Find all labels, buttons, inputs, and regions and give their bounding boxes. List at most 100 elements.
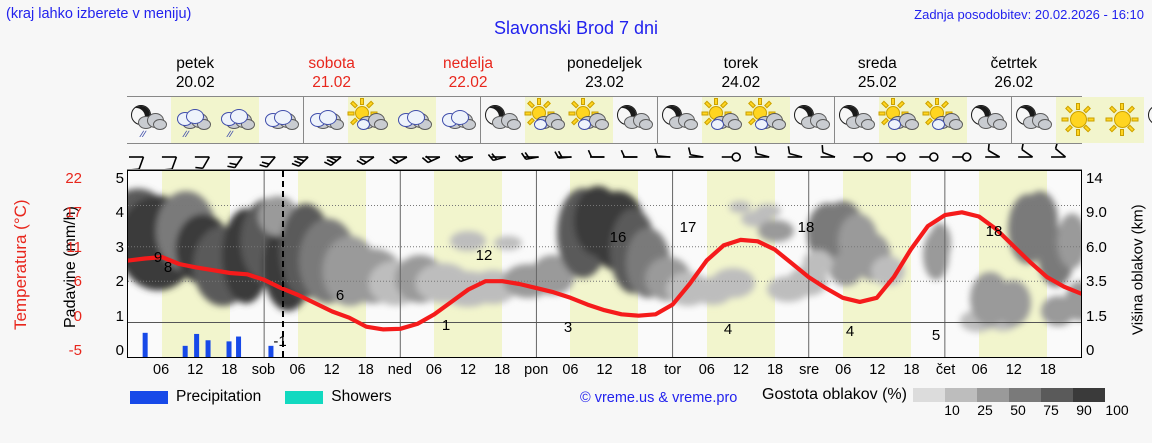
cloud-shape	[711, 119, 724, 130]
moon-cloud-icon	[481, 100, 525, 140]
copyright-text[interactable]: © vreme.us & vreme.pro	[580, 390, 738, 406]
axis-tick-label: 2	[115, 273, 124, 291]
precipitation-bar	[142, 332, 148, 357]
axis-tick-label: -5	[68, 342, 82, 359]
cloud-shape	[578, 119, 591, 130]
gridlines	[128, 171, 1081, 357]
weather-icon-cell	[1144, 97, 1152, 143]
sun-ray	[714, 98, 718, 105]
weather-icon-cell	[259, 97, 303, 143]
page-title: Slavonski Brod 7 dni	[493, 18, 659, 38]
cloud-shape	[755, 119, 768, 130]
weather-icon-cell	[392, 97, 436, 143]
hour-tick-label: 12	[187, 362, 204, 378]
sun-ray	[1120, 102, 1124, 110]
cloud-density-swatch	[944, 388, 977, 402]
precipitation-bar	[194, 333, 200, 357]
axis-tick-label: 1	[115, 307, 124, 325]
sun-ray	[935, 98, 939, 105]
hour-tick-label: 18	[494, 362, 511, 378]
hour-tick-label: čet	[935, 362, 956, 378]
cloud-shape	[728, 119, 742, 130]
sun-cloud-icon	[524, 98, 569, 140]
sun-ray	[1087, 117, 1095, 121]
weather-icon-cell: ∕∕	[127, 97, 171, 143]
cloud-density-layer	[128, 186, 1081, 332]
axis-tick-label: 14	[1086, 170, 1103, 187]
precipitation-legend-label: Precipitation	[176, 388, 262, 405]
cloud-height-tick-labels: 14 9.0 6.0 3.5 1.5 0	[1086, 165, 1136, 365]
weather-icon-cell	[568, 97, 613, 143]
precipitation-bars	[142, 332, 274, 357]
cloud-shape	[993, 119, 1007, 130]
weather-icon-cell	[1056, 97, 1100, 143]
weather-icon-cell	[1011, 97, 1056, 143]
hour-tick-label: 06	[562, 362, 579, 378]
axis-tick-label: 22	[65, 170, 82, 187]
hour-tick-label: 06	[425, 362, 443, 378]
precipitation-tick-labels: 5 4 3 2 1 0	[84, 165, 124, 365]
cloud-shape	[888, 119, 901, 130]
cloud-shape	[932, 119, 945, 130]
precipitation-swatch	[130, 390, 168, 404]
hour-tick-label: sob	[251, 362, 276, 378]
temp-value-label: 4	[845, 323, 855, 340]
sun-cloud-icon	[701, 98, 746, 140]
day-date: 20.02	[175, 74, 215, 91]
day-date: 22.02	[448, 74, 488, 91]
sun-ray	[581, 98, 585, 105]
sun-icon	[1100, 100, 1144, 140]
hour-tick-label: sre	[799, 362, 820, 378]
moon-cloud-icon	[790, 100, 834, 140]
axis-tick-label: 1.5	[1086, 307, 1107, 325]
day-header-row: petek 20.02 sobota 21.02 nedelja 22.02 ponedel…	[127, 52, 1082, 94]
cloud-shape	[1038, 119, 1052, 130]
weather-icon-cell	[613, 97, 657, 143]
temp-value-label: -1	[273, 333, 287, 350]
sun-cloud-icon	[922, 98, 967, 140]
temp-value-label: 8	[163, 259, 173, 276]
sun-ray	[360, 98, 364, 105]
sun-ray	[1076, 128, 1080, 136]
precipitation-bar	[182, 345, 188, 357]
cloud-density-swatch	[1040, 388, 1073, 402]
weather-icon-cell	[967, 97, 1011, 143]
temp-value-label: 12	[475, 247, 493, 264]
sun-ray	[758, 98, 762, 105]
cloud-density-swatch	[1072, 388, 1105, 402]
axis-tick-label: 6	[73, 273, 82, 291]
time-band	[468, 171, 503, 357]
cloud-icon	[436, 100, 480, 140]
cloud-shape	[197, 119, 211, 130]
time-band	[740, 171, 775, 357]
cloud-shape	[551, 119, 565, 130]
weather-icon-cell	[701, 97, 746, 143]
day-header-četrtek: četrtek 26.02	[946, 52, 1082, 94]
cloud-density-tick-label: 75	[1043, 402, 1059, 418]
cloud-density-legend-title: Gostota oblakov (%)	[762, 386, 907, 403]
cloud-shape	[186, 109, 204, 124]
sun-ray	[922, 111, 929, 115]
hour-tick-label: 18	[766, 362, 784, 378]
cloud-shape	[534, 119, 547, 130]
hour-tick-label: 06	[971, 362, 988, 378]
weather-icon-cell	[790, 97, 834, 143]
cloud-icon	[259, 100, 303, 140]
sun-ray	[347, 111, 354, 115]
moon-cloud-rain-icon: ∕∕	[127, 100, 171, 140]
moon-cloud-icon	[967, 100, 1011, 140]
hour-tick-label: 18	[221, 362, 238, 378]
last-update-text: Zadnja posodobitev: 20.02.2026 - 16:10	[914, 7, 1144, 22]
menu-hint-text: (kraj lahko izberete v meniju)	[6, 6, 192, 22]
temp-value-label: 18	[985, 223, 1003, 240]
cloud-shape	[816, 119, 830, 130]
cloud-density-tick-label: 10	[944, 402, 960, 418]
cloud-shape	[357, 119, 370, 130]
day-header-petek: petek 20.02	[127, 52, 263, 94]
cloud-rain-icon: ∕∕	[215, 100, 259, 140]
precipitation-bar	[205, 340, 211, 357]
temp-value-label: 5	[931, 327, 941, 344]
forecast-plot: 9 8 -1 6 1 12 3 16 17 4 18 4 5 18	[127, 170, 1082, 358]
sun-ray	[1120, 128, 1124, 136]
weather-icon-cell	[745, 97, 790, 143]
